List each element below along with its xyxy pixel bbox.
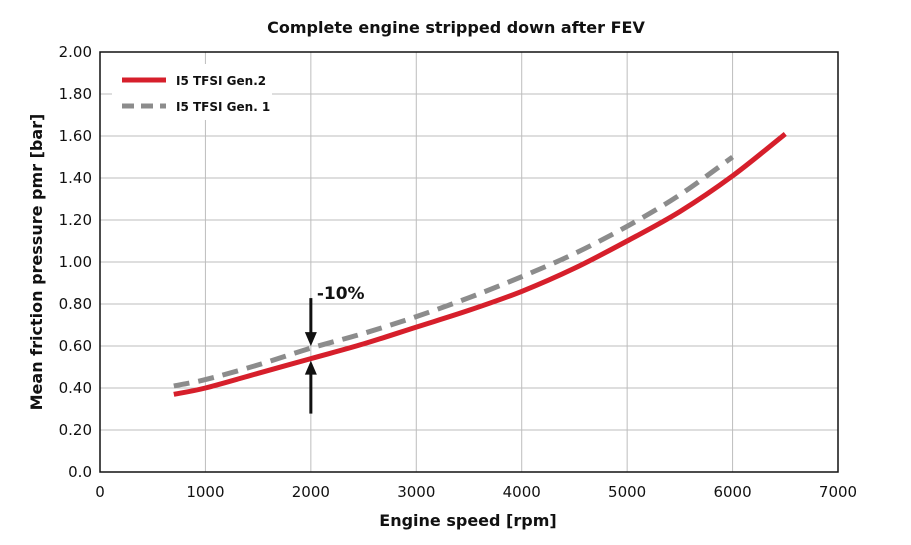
y-tick-label: 1.80 — [59, 85, 92, 103]
grid — [99, 51, 839, 473]
x-tick-label: 7000 — [819, 483, 857, 501]
annotation: -10% — [304, 284, 365, 414]
y-tick-label: 0.40 — [59, 379, 92, 397]
annotation-arrowhead-down — [304, 332, 317, 347]
series-line-gen2 — [173, 131, 787, 397]
series-lines — [173, 131, 787, 397]
x-tick-label: 6000 — [713, 483, 751, 501]
x-tick-label: 3000 — [397, 483, 435, 501]
x-tick-label: 4000 — [503, 483, 541, 501]
y-tick-label: 2.00 — [59, 43, 92, 61]
x-axis-title: Engine speed [rpm] — [379, 511, 556, 530]
x-tick-label: 2000 — [292, 483, 330, 501]
legend-label: I5 TFSI Gen. 1 — [176, 100, 270, 114]
series-line-gen1 — [173, 154, 735, 389]
y-tick-label: 0.0 — [68, 463, 92, 481]
y-tick-label: 0.60 — [59, 337, 92, 355]
y-tick-label: 0.80 — [59, 295, 92, 313]
plot-frame — [99, 51, 839, 473]
chart-title: Complete engine stripped down after FEV — [267, 18, 645, 37]
y-tick-labels: 0.0 0.20 0.40 0.60 0.80 1.00 1.20 1.40 1.60 1.80 2… — [59, 43, 92, 481]
legend-box — [112, 64, 272, 120]
annotation-arrowhead-up — [304, 360, 317, 375]
y-tick-label: 1.60 — [59, 127, 92, 145]
y-tick-label: 1.40 — [59, 169, 92, 187]
x-tick-label: 0 — [95, 483, 105, 501]
y-tick-label: 1.20 — [59, 211, 92, 229]
annotation-label: -10% — [317, 284, 365, 304]
x-tick-label: 5000 — [608, 483, 646, 501]
x-tick-label: 1000 — [186, 483, 224, 501]
x-tick-labels: 0 1000 2000 3000 4000 5000 6000 7000 — [95, 483, 857, 501]
y-axis-title: Mean friction pressure pmr [bar] — [27, 114, 46, 411]
y-tick-label: 0.20 — [59, 421, 92, 439]
legend-label: I5 TFSI Gen.2 — [176, 74, 266, 88]
legend: I5 TFSI Gen.2 I5 TFSI Gen. 1 — [112, 64, 272, 120]
y-tick-label: 1.00 — [59, 253, 92, 271]
